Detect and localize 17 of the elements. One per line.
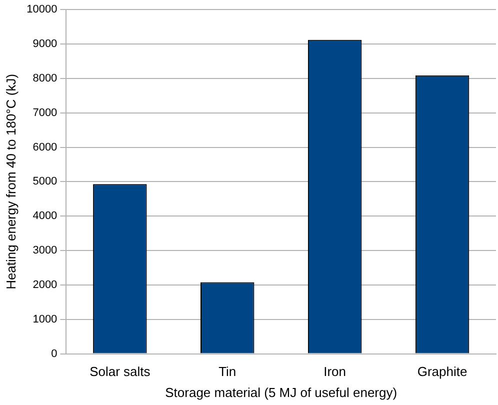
x-axis-title: Storage material (5 MJ of useful energy) xyxy=(165,384,398,400)
x-tick-label: Graphite xyxy=(417,364,468,380)
y-tick-label: 1000 xyxy=(32,313,58,326)
y-tick-label: 6000 xyxy=(32,141,58,154)
y-axis-title: Heating energy from 40 to 180°C (kJ) xyxy=(3,74,18,290)
y-tick-label: 3000 xyxy=(32,244,58,257)
x-tick-label: Iron xyxy=(324,364,346,380)
y-tick-label: 8000 xyxy=(32,72,58,84)
x-tick-label: Tin xyxy=(218,364,236,380)
y-tick-label: 9000 xyxy=(32,38,58,50)
x-tick-label: Solar salts xyxy=(90,364,151,380)
y-tick-label: 5000 xyxy=(32,176,58,188)
y-tick-label: 7000 xyxy=(32,106,58,119)
y-tick-label: 2000 xyxy=(32,278,58,291)
y-tick-label: 4000 xyxy=(32,210,58,222)
y-tick-label: 10000 xyxy=(26,4,58,16)
y-tick-label: 0 xyxy=(51,348,58,360)
